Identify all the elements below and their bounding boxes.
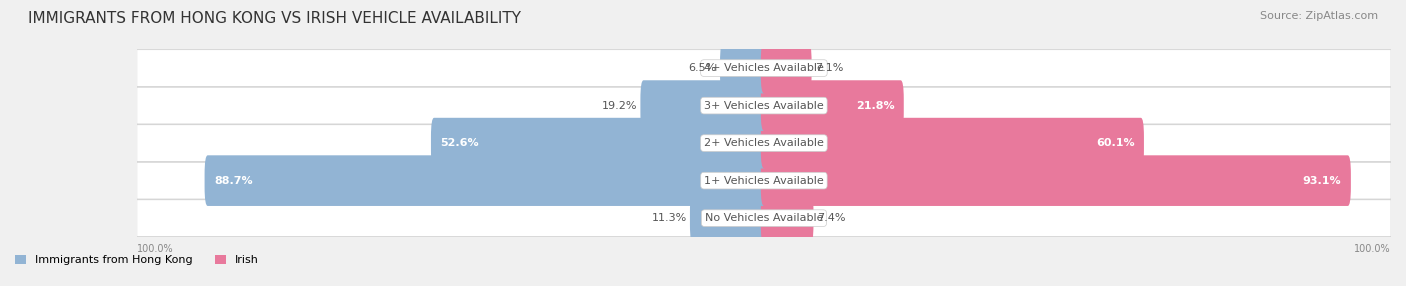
FancyBboxPatch shape (690, 193, 768, 243)
Text: Source: ZipAtlas.com: Source: ZipAtlas.com (1260, 11, 1378, 21)
Text: No Vehicles Available: No Vehicles Available (704, 213, 823, 223)
Text: IMMIGRANTS FROM HONG KONG VS IRISH VEHICLE AVAILABILITY: IMMIGRANTS FROM HONG KONG VS IRISH VEHIC… (28, 11, 522, 26)
Text: 100.0%: 100.0% (1354, 244, 1391, 254)
FancyBboxPatch shape (136, 87, 1391, 124)
FancyBboxPatch shape (761, 43, 811, 94)
Text: 1+ Vehicles Available: 1+ Vehicles Available (704, 176, 824, 186)
FancyBboxPatch shape (205, 155, 768, 206)
Text: 52.6%: 52.6% (440, 138, 479, 148)
Text: 7.4%: 7.4% (817, 213, 845, 223)
Text: 21.8%: 21.8% (856, 101, 894, 111)
Text: 100.0%: 100.0% (136, 244, 173, 254)
FancyBboxPatch shape (761, 118, 1144, 168)
FancyBboxPatch shape (136, 162, 1391, 199)
Legend: Immigrants from Hong Kong, Irish: Immigrants from Hong Kong, Irish (15, 255, 259, 265)
Text: 88.7%: 88.7% (214, 176, 253, 186)
Text: 93.1%: 93.1% (1303, 176, 1341, 186)
FancyBboxPatch shape (720, 43, 768, 94)
Text: 4+ Vehicles Available: 4+ Vehicles Available (704, 63, 824, 73)
Text: 2+ Vehicles Available: 2+ Vehicles Available (704, 138, 824, 148)
Text: 60.1%: 60.1% (1095, 138, 1135, 148)
Text: 11.3%: 11.3% (651, 213, 686, 223)
FancyBboxPatch shape (761, 155, 1351, 206)
Text: 7.1%: 7.1% (814, 63, 844, 73)
FancyBboxPatch shape (761, 80, 904, 131)
FancyBboxPatch shape (640, 80, 768, 131)
FancyBboxPatch shape (761, 193, 814, 243)
FancyBboxPatch shape (136, 125, 1391, 162)
FancyBboxPatch shape (432, 118, 768, 168)
Text: 6.5%: 6.5% (689, 63, 717, 73)
FancyBboxPatch shape (136, 50, 1391, 86)
Text: 3+ Vehicles Available: 3+ Vehicles Available (704, 101, 824, 111)
Text: 19.2%: 19.2% (602, 101, 637, 111)
FancyBboxPatch shape (136, 200, 1391, 237)
